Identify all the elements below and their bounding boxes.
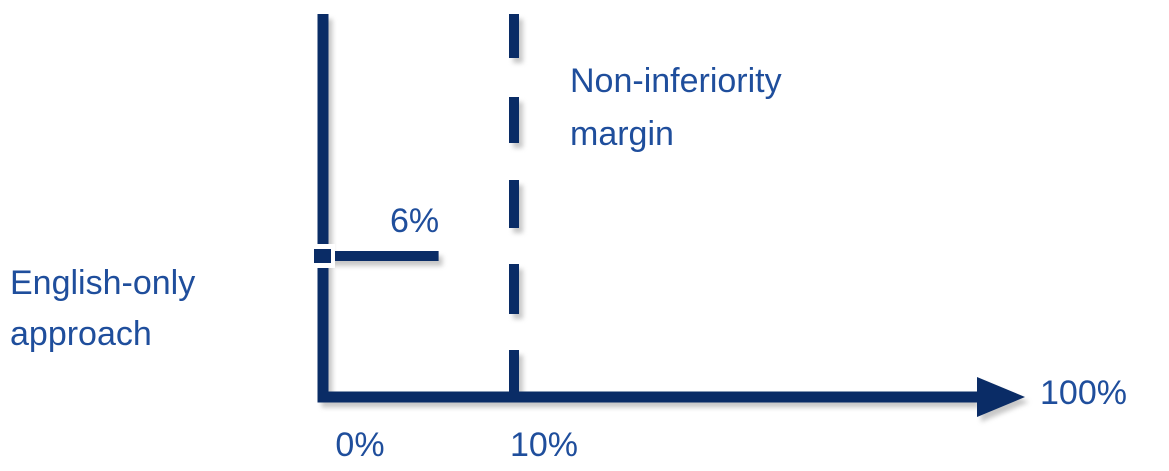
reference-line-0-dash-3 xyxy=(509,264,519,314)
x-axis xyxy=(317,391,980,403)
row-label-line-2: approach xyxy=(10,315,152,353)
reference-line-label-line-1: Non-inferiority xyxy=(570,62,782,100)
axis-layer xyxy=(317,14,1025,417)
series-0-point-estimate-marker xyxy=(314,249,331,263)
reference-line-layer xyxy=(509,14,519,396)
upper-bound-data-label: 6% xyxy=(390,202,439,240)
x-tick-label-0: 0% xyxy=(335,426,384,464)
y-axis xyxy=(317,14,329,403)
reference-line-0-dash-4 xyxy=(509,350,519,396)
reference-line-0-dash-2 xyxy=(509,180,519,228)
x-axis-arrowhead xyxy=(977,377,1025,417)
x-tick-label-100: 100% xyxy=(1040,374,1127,412)
row-label-line-1: English-only xyxy=(10,264,195,302)
reference-line-0-dash-0 xyxy=(509,14,519,58)
x-tick-label-10: 10% xyxy=(510,426,578,464)
marks-layer xyxy=(311,244,439,268)
reference-line-0-dash-1 xyxy=(509,97,519,143)
reference-line-label-line-2: margin xyxy=(570,115,674,153)
series-0-interval xyxy=(323,251,439,261)
